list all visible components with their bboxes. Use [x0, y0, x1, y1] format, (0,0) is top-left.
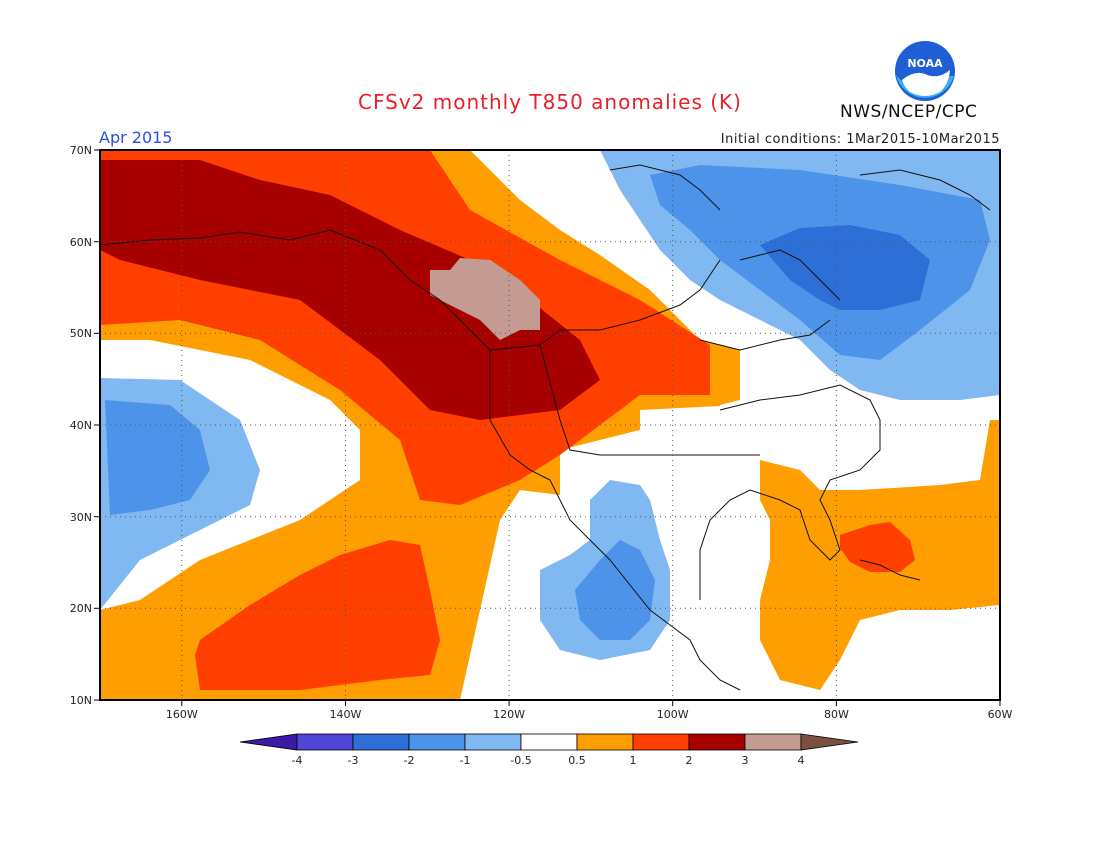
- lon-label-160w: 160W: [166, 708, 198, 721]
- coastlines: [100, 164, 991, 691]
- anomaly-region-canada-cool-peak: [760, 225, 930, 310]
- colorbar-swatch: [352, 733, 410, 751]
- lon-label-140w: 140W: [330, 708, 362, 721]
- colorbar-swatch: [296, 733, 354, 751]
- colorbar-swatch: [632, 733, 690, 751]
- graticule: [100, 150, 1000, 700]
- anomaly-region-pacific-cool-core: [105, 400, 210, 515]
- axis-ticks: [94, 149, 1001, 706]
- colorbar-swatch: [408, 733, 466, 751]
- colorbar-tick-label: 0.5: [568, 754, 586, 767]
- anomaly-region-caribbean-red: [840, 522, 915, 572]
- lat-label-20n: 20N: [70, 602, 92, 615]
- colorbar-tick-label: 1: [630, 754, 637, 767]
- colorbar-tick-label: 4: [798, 754, 805, 767]
- colorbar-swatch: [464, 733, 522, 751]
- lat-label-30n: 30N: [70, 511, 92, 524]
- colorbar-tick-label: -2: [404, 754, 415, 767]
- initial-conditions: Initial conditions: 1Mar2015-10Mar2015: [720, 132, 1000, 147]
- lat-label-70n: 70N: [70, 144, 92, 157]
- lat-label-50n: 50N: [70, 327, 92, 340]
- anomaly-region-subtropical-red: [195, 540, 440, 690]
- colorbar-arrow-low: [239, 733, 298, 751]
- colorbar-tick-label: -3: [348, 754, 359, 767]
- noaa-logo-text: NOAA: [907, 57, 943, 70]
- lat-label-10n: 10N: [70, 694, 92, 707]
- lat-label-60n: 60N: [70, 236, 92, 249]
- lon-label-60w: 60W: [988, 708, 1013, 721]
- noaa-logo: NOAA: [895, 41, 955, 101]
- lat-label-40n: 40N: [70, 419, 92, 432]
- agency-label: NWS/NCEP/CPC: [840, 102, 978, 122]
- colorbar-tick-label: -1: [460, 754, 471, 767]
- colorbar-tick-label: -4: [292, 754, 303, 767]
- anomaly-region-mexico-cool-core: [575, 540, 655, 640]
- lon-label-100w: 100W: [657, 708, 689, 721]
- colorbar-tick-label: 3: [742, 754, 749, 767]
- chart-title: CFSv2 monthly T850 anomalies (K): [358, 90, 742, 114]
- colorbar-swatch: [744, 733, 802, 751]
- colorbar-swatch: [576, 733, 634, 751]
- colorbar-tick-label: 2: [686, 754, 693, 767]
- forecast-period: Apr 2015: [99, 128, 173, 147]
- colorbar: -4 -3 -2 -1 -0.5 0.5 1 2 3 4: [239, 733, 859, 767]
- anomaly-region-peak: [430, 258, 540, 340]
- colorbar-swatch: [520, 733, 578, 751]
- lon-label-120w: 120W: [493, 708, 525, 721]
- lon-label-80w: 80W: [824, 708, 849, 721]
- colorbar-arrow-high: [800, 733, 859, 751]
- colorbar-swatch: [688, 733, 746, 751]
- anomaly-region-deep-red: [100, 160, 600, 420]
- colorbar-tick-label: -0.5: [510, 754, 531, 767]
